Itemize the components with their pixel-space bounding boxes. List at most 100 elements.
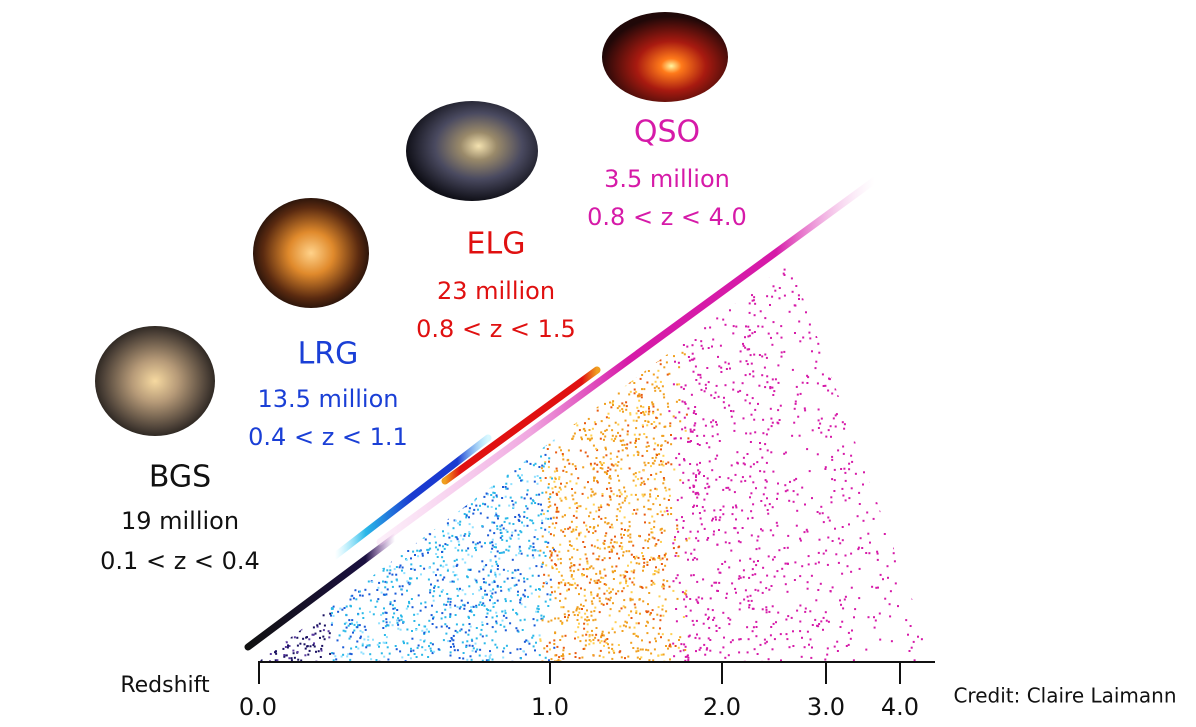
galaxy-dot xyxy=(388,282,391,285)
galaxy-dot xyxy=(426,289,429,292)
galaxy-dot xyxy=(293,455,296,458)
galaxy-dot xyxy=(339,526,342,528)
galaxy-dot xyxy=(878,463,881,466)
galaxy-dot xyxy=(754,573,757,576)
galaxy-dot xyxy=(764,486,767,489)
galaxy-dot xyxy=(316,625,319,628)
galaxy-dot xyxy=(386,504,389,507)
galaxy-dot xyxy=(474,424,477,427)
galaxy-dot xyxy=(549,493,552,496)
galaxy-dot xyxy=(665,361,668,364)
galaxy-dot xyxy=(295,580,298,583)
galaxy-dot xyxy=(655,488,658,491)
galaxy-dot xyxy=(431,367,434,369)
galaxy-dot xyxy=(574,465,577,468)
galaxy-dot xyxy=(840,468,843,470)
galaxy-dot xyxy=(598,555,601,558)
galaxy-dot xyxy=(423,633,426,635)
galaxy-dot xyxy=(633,433,636,436)
galaxy-dot xyxy=(303,377,306,380)
galaxy-dot xyxy=(278,514,281,517)
galaxy-dot xyxy=(663,497,666,500)
galaxy-dot xyxy=(420,351,423,354)
galaxy-dot xyxy=(465,516,468,519)
galaxy-dot xyxy=(502,431,505,434)
galaxy-dot xyxy=(480,628,483,631)
galaxy-dot xyxy=(327,459,330,462)
galaxy-dot xyxy=(422,515,425,518)
galaxy-dot xyxy=(266,415,269,418)
galaxy-dot xyxy=(444,447,447,450)
galaxy-dot xyxy=(637,340,640,343)
galaxy-dot xyxy=(280,613,283,616)
galaxy-dot xyxy=(657,539,660,542)
galaxy-dot xyxy=(828,294,831,297)
galaxy-dot xyxy=(678,639,680,641)
galaxy-dot xyxy=(515,388,518,391)
galaxy-dot xyxy=(380,354,383,357)
galaxy-dot xyxy=(471,644,474,647)
galaxy-dot xyxy=(449,270,452,273)
galaxy-dot xyxy=(606,353,609,356)
galaxy-dot xyxy=(558,478,561,481)
galaxy-dot xyxy=(599,547,602,550)
galaxy-dot xyxy=(781,567,784,570)
galaxy-dot xyxy=(326,472,329,475)
galaxy-dot xyxy=(382,502,385,505)
galaxy-dot xyxy=(637,478,640,481)
galaxy-dot xyxy=(569,395,572,398)
galaxy-dot xyxy=(632,325,635,328)
galaxy-dot xyxy=(264,550,267,552)
galaxy-dot xyxy=(567,527,570,530)
galaxy-dot xyxy=(271,532,274,534)
galaxy-dot xyxy=(662,326,665,329)
galaxy-dot xyxy=(797,415,800,418)
galaxy-dot xyxy=(425,392,428,395)
galaxy-dot xyxy=(467,424,470,427)
galaxy-dot xyxy=(538,466,541,468)
galaxy-dot xyxy=(461,549,464,552)
galaxy-dot xyxy=(465,505,468,508)
galaxy-dot xyxy=(357,624,359,627)
galaxy-dot xyxy=(468,616,470,619)
galaxy-dot xyxy=(485,659,488,662)
galaxy-dot xyxy=(306,645,309,648)
galaxy-dot xyxy=(590,437,593,440)
galaxy-dot xyxy=(273,380,276,383)
galaxy-dot xyxy=(481,604,483,606)
galaxy-dot xyxy=(911,539,914,542)
galaxy-dot xyxy=(507,420,510,423)
galaxy-dot xyxy=(470,610,473,613)
galaxy-dot xyxy=(381,269,384,272)
galaxy-dot xyxy=(304,323,306,326)
galaxy-dot xyxy=(326,519,329,522)
galaxy-dot xyxy=(635,622,638,625)
galaxy-dot xyxy=(642,411,645,413)
galaxy-dot xyxy=(625,282,628,285)
galaxy-dot xyxy=(609,487,612,490)
galaxy-dot xyxy=(525,639,528,642)
galaxy-dot xyxy=(389,603,392,606)
galaxy-dot xyxy=(311,578,314,581)
galaxy-dot xyxy=(843,427,846,430)
galaxy-dot xyxy=(890,518,893,521)
galaxy-dot xyxy=(355,546,357,548)
galaxy-dot xyxy=(731,297,734,300)
galaxy-dot xyxy=(610,263,613,266)
galaxy-dot xyxy=(855,343,858,346)
galaxy-dot xyxy=(559,425,562,428)
galaxy-dot xyxy=(734,298,737,301)
galaxy-dot xyxy=(555,510,558,513)
galaxy-dot xyxy=(491,538,494,541)
galaxy-dot xyxy=(269,327,272,330)
galaxy-dot xyxy=(426,282,429,285)
galaxy-dot xyxy=(279,417,282,420)
galaxy-dot xyxy=(331,652,334,654)
galaxy-dot xyxy=(323,638,326,641)
galaxy-dot xyxy=(491,544,494,547)
galaxy-dot xyxy=(517,392,520,395)
galaxy-dot xyxy=(355,300,358,303)
galaxy-dot xyxy=(658,555,661,557)
galaxy-dot xyxy=(261,356,264,359)
galaxy-dot xyxy=(709,639,712,641)
